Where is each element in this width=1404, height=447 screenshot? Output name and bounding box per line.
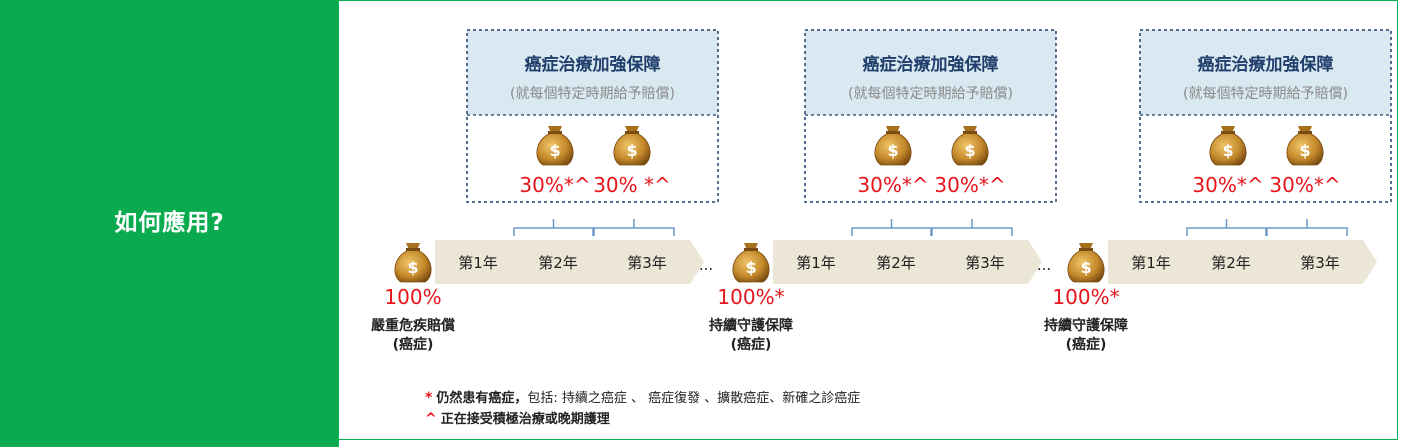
money-bag-icon: $ <box>536 126 574 166</box>
svg-text:$: $ <box>1080 258 1091 277</box>
year-label: 第1年 <box>796 254 836 272</box>
benefit-percentage: 30% *^ <box>593 173 671 197</box>
box-title: 癌症治療加強保障 <box>863 54 999 75</box>
year-arrow <box>512 240 606 284</box>
money-bag-icon: $ <box>951 126 989 166</box>
period-bracket <box>593 219 675 236</box>
year-arrow <box>592 240 704 284</box>
benefit-percentage: 30%*^ <box>857 173 928 197</box>
footnote-1: * 仍然患有癌症，包括: 持續之癌症 、 癌症復發 、擴散癌症、新確之診癌症 <box>425 390 860 406</box>
enhanced-benefit-box-header <box>805 30 1056 115</box>
svg-text:$: $ <box>887 141 898 160</box>
svg-text:$: $ <box>626 141 637 160</box>
benefit-timeline-diagram: 癌症治療加強保障 (就每個特定時期給予賠償) $30%*^ $30% *^ 第1年 第2年… <box>371 29 1392 427</box>
benefit-percentage: 30%*^ <box>934 173 1005 197</box>
money-bag-icon: $ <box>613 126 651 166</box>
timeline-group-3: 癌症治療加強保障 (就每個特定時期給予賠償) $30%*^ $30%*^ 第1年 第2年 第… <box>1044 29 1392 353</box>
year-label: 第1年 <box>1131 254 1171 272</box>
start-label-sub: (癌症) <box>1066 336 1107 353</box>
year-arrow <box>1265 240 1377 284</box>
year-label: 第2年 <box>1211 254 1251 272</box>
start-percentage: 100% <box>384 285 441 309</box>
year-label: 第1年 <box>458 254 498 272</box>
start-label-sub: (癌症) <box>393 336 434 353</box>
start-label: 持續守護保障 <box>709 317 793 334</box>
svg-text:$: $ <box>964 141 975 160</box>
period-bracket <box>513 219 594 236</box>
enhanced-benefit-box-header <box>1140 30 1391 115</box>
enhanced-benefit-box <box>804 29 1057 203</box>
period-bracket <box>1266 219 1348 236</box>
right-panel <box>339 0 1398 440</box>
year-arrow <box>1108 240 1200 284</box>
enhanced-benefit-box <box>466 29 719 203</box>
year-arrow <box>435 240 527 284</box>
start-label: 持續守護保障 <box>1044 317 1128 334</box>
left-panel: 如何應用? <box>0 0 339 447</box>
benefit-percentage: 30%*^ <box>1192 173 1263 197</box>
benefit-percentage: 30%*^ <box>519 173 590 197</box>
year-label: 第2年 <box>876 254 916 272</box>
timeline-group-1: 癌症治療加強保障 (就每個特定時期給予賠償) $30%*^ $30% *^ 第1年 第2年… <box>371 29 719 353</box>
start-percentage: 100%* <box>717 285 784 309</box>
footnote-2: ^ 正在接受積極治療或晚期護理 <box>425 411 610 427</box>
money-bag-icon: $ <box>874 126 912 166</box>
period-bracket <box>851 219 932 236</box>
box-title: 癌症治療加強保障 <box>1198 54 1334 75</box>
diagram-layer: 癌症治療加強保障 (就每個特定時期給予賠償) $30%*^ $30% *^ 第1年 第2年… <box>371 29 1392 427</box>
year-label: 第3年 <box>965 254 1005 272</box>
year-label: 第3年 <box>627 254 667 272</box>
svg-text:$: $ <box>1299 141 1310 160</box>
start-percentage: 100%* <box>1052 285 1119 309</box>
footnotes: * 仍然患有癌症，包括: 持續之癌症 、 癌症復發 、擴散癌症、新確之診癌症 ^ 正在… <box>425 390 860 427</box>
year-arrow <box>773 240 865 284</box>
benefit-percentage: 30%*^ <box>1269 173 1340 197</box>
box-title: 癌症治療加強保障 <box>525 54 661 75</box>
year-label: 第3年 <box>1300 254 1340 272</box>
enhanced-benefit-box-header <box>467 30 718 115</box>
money-bag-icon: $ <box>394 243 432 283</box>
money-bag-icon: $ <box>732 243 770 283</box>
year-arrow <box>850 240 944 284</box>
money-bag-icon: $ <box>1209 126 1247 166</box>
box-subtitle: (就每個特定時期給予賠償) <box>510 86 675 102</box>
timeline-ellipsis: ... <box>699 256 713 274</box>
year-arrow <box>1185 240 1279 284</box>
left-title: 如何應用? <box>114 209 225 236</box>
period-bracket <box>931 219 1013 236</box>
svg-text:$: $ <box>745 258 756 277</box>
money-bag-icon: $ <box>1067 243 1105 283</box>
timeline-group-2: 癌症治療加強保障 (就每個特定時期給予賠償) $30%*^ $30%*^ 第1年 第2年 第… <box>709 29 1057 353</box>
period-bracket <box>1186 219 1267 236</box>
svg-text:$: $ <box>1222 141 1233 160</box>
timeline-ellipsis: ... <box>1037 256 1051 274</box>
year-arrow <box>930 240 1042 284</box>
enhanced-benefit-box <box>1139 29 1392 203</box>
box-subtitle: (就每個特定時期給予賠償) <box>1183 86 1348 102</box>
svg-text:$: $ <box>407 258 418 277</box>
year-label: 第2年 <box>538 254 578 272</box>
money-bag-icon: $ <box>1286 126 1324 166</box>
start-label: 嚴重危疾賠償 <box>371 317 456 334</box>
box-subtitle: (就每個特定時期給予賠償) <box>848 86 1013 102</box>
svg-text:$: $ <box>549 141 560 160</box>
start-label-sub: (癌症) <box>731 336 772 353</box>
